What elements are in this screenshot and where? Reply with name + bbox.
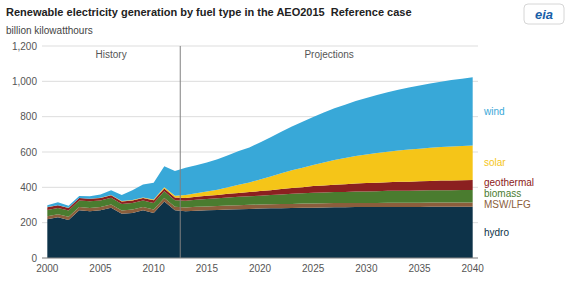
logo: eia	[524, 4, 564, 24]
y-tick-label: 400	[20, 182, 37, 193]
y-tick-label: 200	[20, 217, 37, 228]
series-label: geothermal	[484, 177, 534, 188]
x-tick-label: 2015	[196, 263, 219, 274]
area	[47, 201, 472, 258]
x-tick-label: 2040	[462, 263, 485, 274]
areas	[47, 77, 472, 258]
grid-line	[42, 258, 478, 259]
x-tick-label: 2005	[89, 263, 112, 274]
series-label: hydro	[484, 227, 509, 238]
y-axis-label: billion kilowatthours	[6, 25, 93, 36]
annotation: Projections	[304, 49, 353, 60]
grid-line	[42, 81, 478, 82]
series-label: wind	[483, 106, 505, 117]
annotation: History	[96, 49, 127, 60]
y-tick-label: 600	[20, 147, 37, 158]
x-axis-line	[42, 258, 478, 259]
grid	[42, 46, 478, 258]
x-tick-label: 2030	[355, 263, 378, 274]
x-tick-label: 2010	[143, 263, 166, 274]
x-tick-label: 2000	[36, 263, 59, 274]
y-tick-label: 0	[31, 253, 37, 264]
y-tick-label: 1,200	[12, 41, 37, 52]
title: Renewable electricity generation by fuel…	[6, 6, 412, 18]
chart: Renewable electricity generation by fuel…	[0, 0, 572, 286]
x-tick-label: 2020	[249, 263, 272, 274]
logo-text: eia	[535, 7, 553, 22]
series-label: biomass	[484, 188, 521, 199]
x-tick-label: 2035	[408, 263, 431, 274]
y-tick-label: 800	[20, 111, 37, 122]
grid-line	[42, 46, 478, 47]
series-label: solar	[484, 157, 506, 168]
series-label: MSW/LFG	[484, 199, 531, 210]
divider-line	[180, 46, 181, 258]
y-tick-label: 1,000	[12, 76, 37, 87]
logo-box	[524, 4, 564, 24]
x-tick-label: 2025	[302, 263, 325, 274]
area	[47, 77, 472, 208]
